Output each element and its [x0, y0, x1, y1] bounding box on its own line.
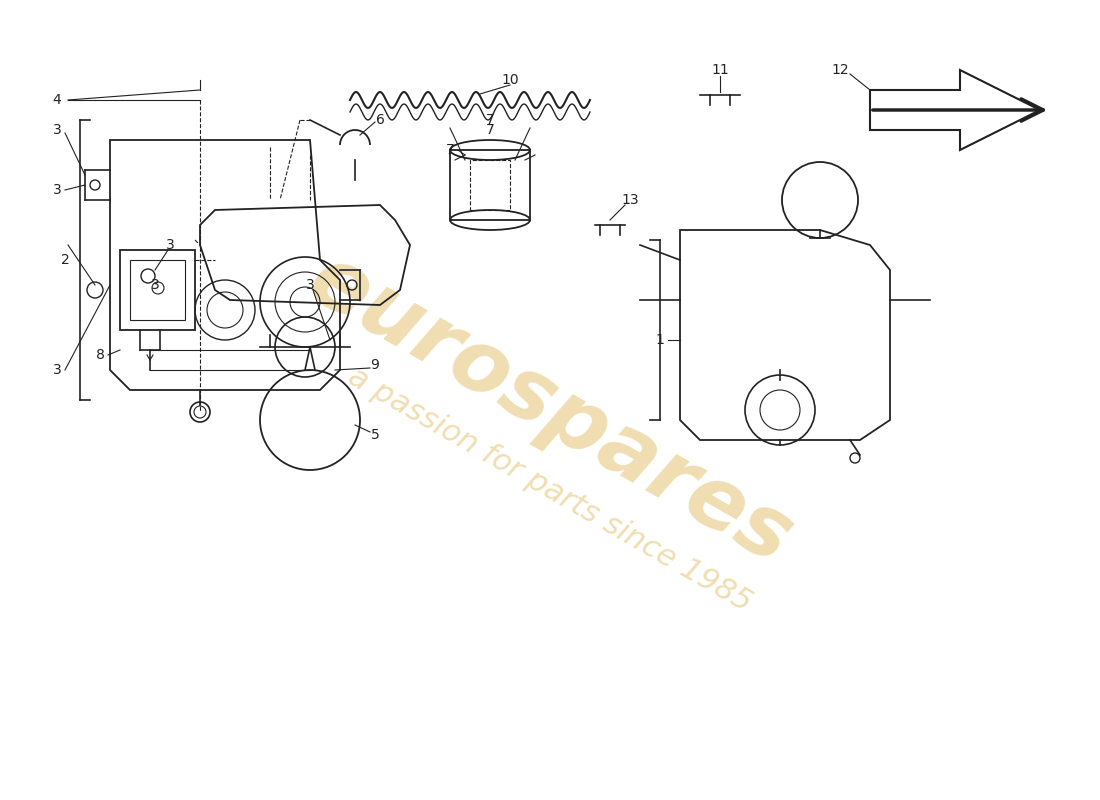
Text: 3: 3 [53, 363, 62, 377]
Text: 12: 12 [832, 63, 849, 77]
Text: 8: 8 [96, 348, 104, 362]
Text: 6: 6 [375, 113, 384, 127]
Text: 10: 10 [502, 73, 519, 87]
Text: 7: 7 [485, 123, 494, 137]
Text: 9: 9 [371, 358, 380, 372]
Text: 7: 7 [447, 143, 455, 157]
Text: 3: 3 [151, 278, 160, 292]
Text: 1: 1 [656, 333, 664, 347]
Text: 3: 3 [53, 183, 62, 197]
Text: eurospares: eurospares [294, 238, 806, 582]
Text: 3: 3 [53, 123, 62, 137]
Text: a passion for parts since 1985: a passion for parts since 1985 [343, 362, 757, 618]
Text: 2: 2 [60, 253, 69, 267]
Text: 13: 13 [621, 193, 639, 207]
Text: 4: 4 [53, 93, 62, 107]
Text: 3: 3 [306, 278, 315, 292]
Text: 5: 5 [371, 428, 380, 442]
Text: 3: 3 [166, 238, 175, 252]
Text: 7: 7 [485, 113, 494, 127]
Text: 11: 11 [711, 63, 729, 77]
